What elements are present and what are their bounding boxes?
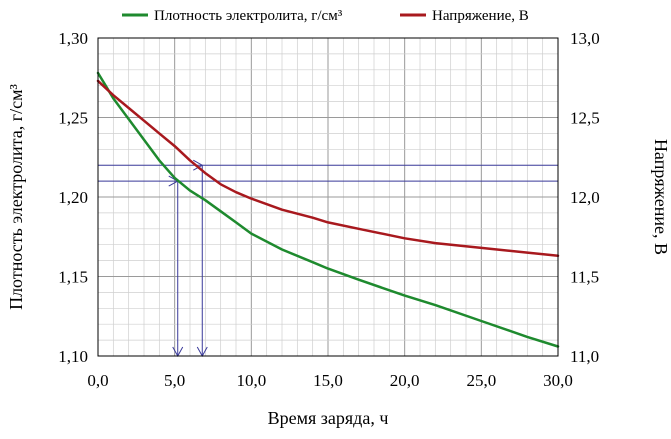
- x-tick-label: 10,0: [236, 371, 266, 390]
- plot-frame: [97, 37, 559, 357]
- legend-label-density: Плотность электролита, г/см³: [154, 8, 343, 24]
- y2-axis-title: Напряжение, В: [651, 139, 671, 255]
- guide-lines: [98, 159, 558, 358]
- x-tick-label: 30,0: [543, 371, 573, 390]
- y-tick-label: 1,25: [58, 109, 88, 128]
- y2-tick-label: 12,5: [570, 109, 600, 128]
- y2-tick-label: 12,0: [570, 188, 600, 207]
- y-tick-label: 1,30: [58, 29, 88, 48]
- y2-tick-labels: 11,0 11,5 12,0 12,5 13,0: [570, 29, 600, 366]
- y2-tick-label: 13,0: [570, 29, 600, 48]
- x-tick-label: 25,0: [466, 371, 496, 390]
- y-tick-label: 1,10: [58, 347, 88, 366]
- y-axis-title: Плотность электролита, г/см³: [6, 83, 26, 309]
- legend-label-voltage: Напряжение, В: [432, 8, 529, 24]
- y-tick-labels: 1,10 1,15 1,20 1,25 1,30: [58, 29, 88, 366]
- x-tick-label: 20,0: [390, 371, 420, 390]
- y2-tick-label: 11,0: [570, 347, 599, 366]
- guide-arrow-head: [193, 159, 204, 171]
- x-tick-label: 15,0: [313, 371, 343, 390]
- x-tick-labels: 0,0 5,0 10,0 15,0 20,0 25,0 30,0: [87, 371, 573, 390]
- x-axis-title: Время заряда, ч: [268, 408, 389, 428]
- y-tick-label: 1,20: [58, 188, 88, 207]
- grid: [97, 37, 559, 357]
- y2-tick-label: 11,5: [570, 268, 599, 287]
- y-tick-label: 1,15: [58, 268, 88, 287]
- x-tick-label: 5,0: [164, 371, 185, 390]
- series-line-density: [96, 71, 560, 348]
- legend: Плотность электролита, г/см³ Напряжение,…: [122, 8, 529, 24]
- x-tick-label: 0,0: [87, 371, 108, 390]
- series-lines: [96, 71, 560, 348]
- series-line-voltage: [96, 79, 560, 258]
